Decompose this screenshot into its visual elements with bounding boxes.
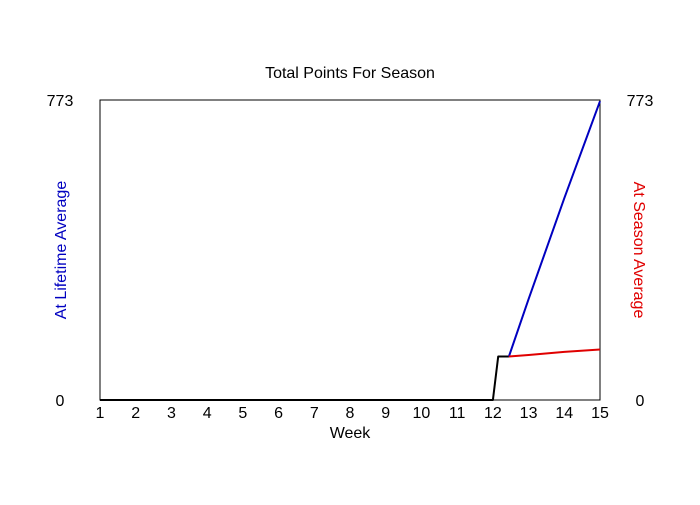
x-tick-labels: 1 2 3 4 5 6 7 8 9 10 11 12 13 14 15 bbox=[96, 405, 609, 422]
y-tick-label-left-bottom: 0 bbox=[56, 393, 65, 410]
x-tick-label: 9 bbox=[381, 405, 390, 422]
series-layer bbox=[100, 100, 601, 401]
x-tick-label: 7 bbox=[310, 405, 319, 422]
x-tick-label: 5 bbox=[238, 405, 247, 422]
chart-title: Total Points For Season bbox=[265, 65, 435, 82]
x-tick-label: 10 bbox=[413, 405, 431, 422]
x-tick-label: 14 bbox=[555, 405, 573, 422]
y-axis-label-right: At Season Average bbox=[630, 182, 647, 319]
x-tick-label: 15 bbox=[591, 405, 609, 422]
x-tick-label: 13 bbox=[520, 405, 538, 422]
x-tick-label: 4 bbox=[203, 405, 212, 422]
x-tick-label: 3 bbox=[167, 405, 176, 422]
x-axis-label: Week bbox=[330, 425, 372, 442]
x-tick-label: 11 bbox=[449, 405, 466, 422]
y-tick-label-right-bottom: 0 bbox=[636, 393, 645, 410]
x-tick-label: 1 bbox=[96, 405, 105, 422]
y-tick-label-left-top: 773 bbox=[47, 93, 74, 110]
x-tick-label: 12 bbox=[484, 405, 502, 422]
series-line-actual bbox=[100, 355, 509, 401]
x-tick-label: 6 bbox=[274, 405, 283, 422]
series-line-lifetime bbox=[507, 100, 601, 357]
series-line-season bbox=[508, 348, 601, 358]
y-axis-label-left: At Lifetime Average bbox=[53, 181, 70, 320]
y-tick-label-right-top: 773 bbox=[627, 93, 654, 110]
x-tick-label: 8 bbox=[346, 405, 355, 422]
x-tick-label: 2 bbox=[131, 405, 140, 422]
